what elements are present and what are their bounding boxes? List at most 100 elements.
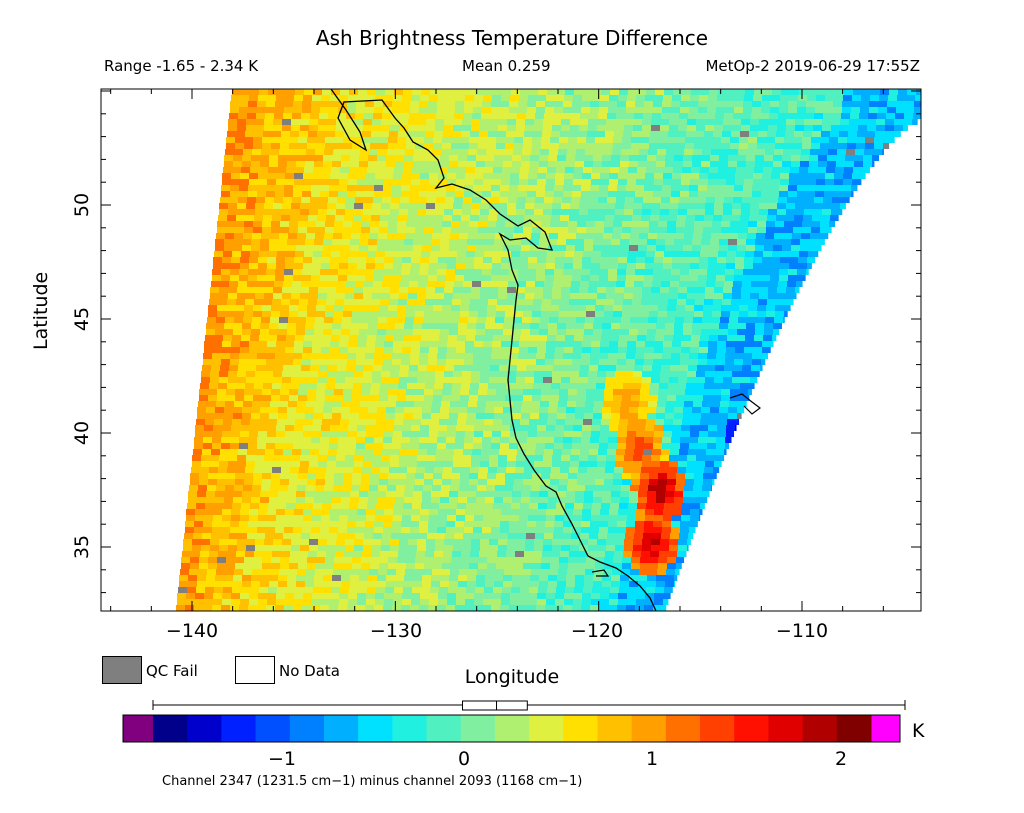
heatmap-cell	[723, 371, 732, 377]
heatmap-cell	[411, 425, 420, 431]
heatmap-cell	[913, 113, 921, 119]
heatmap-cell	[415, 137, 424, 143]
heatmap-cell	[719, 161, 728, 167]
heatmap-cell	[798, 173, 807, 179]
heatmap-cell	[412, 167, 421, 173]
heatmap-cell	[314, 239, 323, 245]
heatmap-cell	[358, 503, 367, 509]
heatmap-cell	[833, 107, 842, 113]
heatmap-cell	[362, 215, 371, 221]
heatmap-cell	[357, 95, 366, 101]
heatmap-cell	[349, 419, 358, 425]
heatmap-cell	[332, 155, 341, 161]
heatmap-cell	[507, 209, 516, 215]
heatmap-cell	[852, 95, 861, 101]
heatmap-cell	[384, 515, 393, 521]
heatmap-cell	[446, 185, 455, 191]
heatmap-cell	[287, 407, 296, 413]
heatmap-cell	[478, 479, 487, 485]
heatmap-cell	[851, 107, 860, 113]
heatmap-cell	[401, 185, 410, 191]
heatmap-cell	[741, 203, 750, 209]
heatmap-cell	[436, 533, 445, 539]
heatmap-cell	[410, 275, 419, 281]
heatmap-cell	[588, 293, 597, 299]
heatmap-cell	[639, 233, 648, 239]
heatmap-cell	[440, 413, 449, 419]
heatmap-cell	[654, 95, 663, 101]
heatmap-cell	[402, 173, 411, 179]
heatmap-cell	[476, 491, 485, 497]
heatmap-cell	[500, 275, 509, 281]
heatmap-cell	[244, 395, 253, 401]
heatmap-cell	[260, 239, 269, 245]
heatmap-cell	[233, 155, 242, 161]
heatmap-cell	[468, 149, 477, 155]
heatmap-cell	[643, 449, 652, 455]
heatmap-cell	[445, 533, 454, 539]
heatmap-cell	[402, 179, 411, 185]
heatmap-cell	[622, 305, 631, 311]
heatmap-cell	[442, 389, 451, 395]
heatmap-cell	[809, 155, 818, 161]
heatmap-cell	[498, 539, 507, 545]
heatmap-cell	[379, 221, 388, 227]
heatmap-cell	[416, 131, 425, 137]
heatmap-cell	[250, 89, 259, 95]
heatmap-cell	[525, 539, 534, 545]
heatmap-cell	[556, 419, 565, 425]
heatmap-cell	[438, 431, 447, 437]
heatmap-cell	[233, 329, 242, 335]
heatmap-cell	[235, 311, 244, 317]
heatmap-cell	[391, 281, 400, 287]
heatmap-cell	[339, 509, 348, 515]
heatmap-cell	[586, 143, 595, 149]
heatmap-cell	[553, 533, 562, 539]
heatmap-cell	[248, 443, 257, 449]
heatmap-cell	[645, 179, 654, 185]
heatmap-cell	[346, 533, 355, 539]
heatmap-cell	[462, 209, 471, 215]
heatmap-cell	[234, 233, 243, 239]
heatmap-cell	[574, 89, 583, 95]
heatmap-cell	[341, 491, 350, 497]
heatmap-cell	[504, 233, 513, 239]
heatmap-cell	[527, 437, 536, 443]
heatmap-cell	[576, 317, 585, 323]
heatmap-cell	[706, 113, 715, 119]
heatmap-cell	[282, 203, 291, 209]
heatmap-cell	[708, 179, 717, 185]
heatmap-cell	[253, 221, 262, 227]
heatmap-cell	[523, 143, 532, 149]
heatmap-cell	[194, 527, 203, 533]
heatmap-cell	[649, 143, 658, 149]
heatmap-cell	[319, 449, 328, 455]
heatmap-cell	[752, 101, 761, 107]
heatmap-cell	[557, 239, 566, 245]
heatmap-cell	[514, 479, 523, 485]
heatmap-cell	[364, 365, 373, 371]
heatmap-cell	[650, 383, 659, 389]
heatmap-cell	[784, 311, 788, 317]
heatmap-cell	[383, 101, 392, 107]
heatmap-cell	[591, 179, 600, 185]
heatmap-cell	[480, 539, 489, 545]
heatmap-cell	[213, 509, 222, 515]
heatmap-cell	[344, 131, 353, 137]
heatmap-cell	[915, 95, 921, 101]
heatmap-cell	[618, 515, 627, 521]
heatmap-cell	[410, 353, 419, 359]
heatmap-cell	[238, 113, 247, 119]
heatmap-cell	[638, 329, 647, 335]
heatmap-cell	[204, 341, 213, 347]
heatmap-cell	[367, 251, 376, 257]
heatmap-cell	[381, 125, 390, 131]
heatmap-cell	[604, 389, 613, 395]
heatmap-cell	[316, 389, 325, 395]
heatmap-cell	[681, 347, 690, 353]
heatmap-cell	[592, 503, 601, 509]
heatmap-cell	[646, 89, 655, 95]
heatmap-cell	[233, 323, 242, 329]
heatmap-cell	[631, 137, 640, 143]
heatmap-cell	[589, 365, 598, 371]
